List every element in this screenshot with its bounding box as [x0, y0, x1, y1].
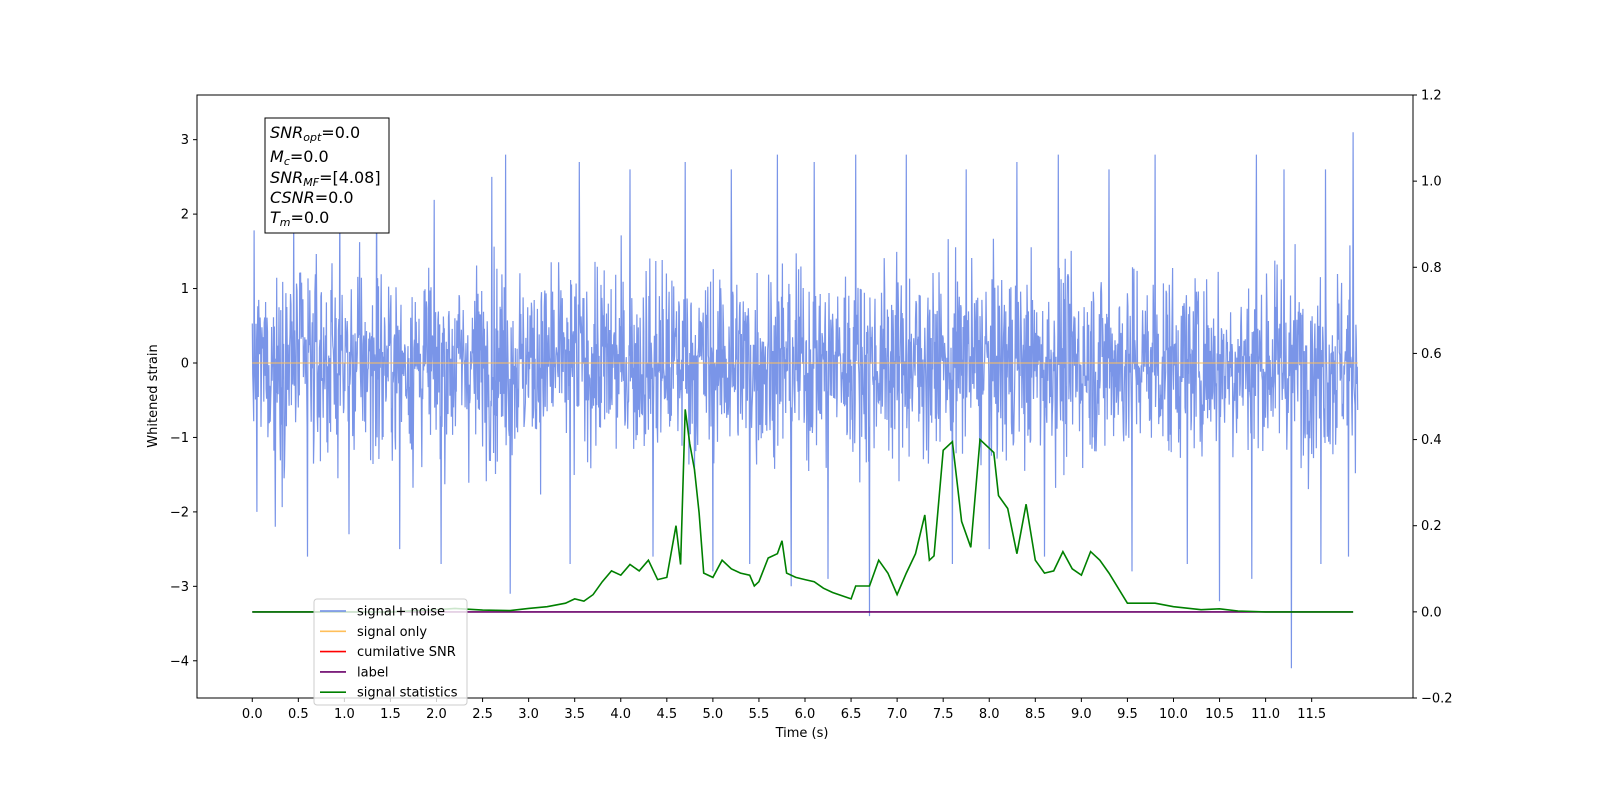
- x-tick-label: 7.0: [887, 707, 908, 722]
- x-tick-label: 10.0: [1159, 707, 1188, 722]
- legend: signal+ noise signal only cumilative SNR la…: [313, 598, 468, 706]
- info-value: =[4.08]: [319, 168, 381, 187]
- y-tick-label: 0: [181, 357, 189, 372]
- y-tick-label: −1: [170, 431, 189, 446]
- info-sub: c: [284, 155, 290, 168]
- info-sub: MF: [303, 176, 319, 189]
- y-tick-label: −3: [170, 580, 189, 595]
- y-axis-left: −4 −3 −2 −1 0 1 2 3: [170, 133, 197, 669]
- y2-tick-label: 1.2: [1421, 89, 1442, 104]
- x-tick-label: 7.5: [933, 707, 954, 722]
- y-axis-label: Whitened strain: [146, 344, 161, 447]
- info-line-snr-mf: SNRMF=[4.08]: [270, 168, 381, 189]
- info-box-frame: [264, 117, 390, 234]
- info-line-mc: Mc=0.0: [270, 147, 329, 168]
- x-tick-label: 5.0: [703, 707, 724, 722]
- y2-tick-label: 1.0: [1421, 175, 1442, 190]
- y-tick-label: 2: [181, 208, 189, 223]
- y-tick-label: −4: [170, 654, 189, 669]
- x-tick-label: 9.0: [1071, 707, 1092, 722]
- info-box: SNRopt=0.0 Mc=0.0 SNRMF=[4.08] CSNR=0.0 …: [264, 117, 390, 234]
- y-tick-label: −2: [170, 505, 189, 520]
- info-var: M: [270, 147, 284, 166]
- x-tick-label: 8.5: [1025, 707, 1046, 722]
- x-tick-label: 11.0: [1251, 707, 1280, 722]
- legend-entry: signal+ noise: [357, 605, 445, 620]
- info-var: CSNR: [270, 188, 315, 207]
- x-tick-label: 1.0: [334, 707, 355, 722]
- x-axis: 0.0 0.5 1.0 1.5 2.0 2.5 3.0 3.5 4.0 4.5 5.0 5.5 6.0 6…: [242, 698, 1326, 722]
- info-var: T: [270, 208, 281, 227]
- x-tick-label: 3.0: [518, 707, 539, 722]
- y2-tick-label: 0.2: [1421, 519, 1442, 534]
- x-tick-label: 8.0: [979, 707, 1000, 722]
- x-tick-label: 11.5: [1297, 707, 1326, 722]
- y2-tick-label: 0.6: [1421, 347, 1442, 362]
- y-tick-label: 1: [181, 282, 189, 297]
- legend-entry: label: [357, 665, 388, 680]
- x-tick-label: 5.5: [749, 707, 770, 722]
- x-tick-label: 6.5: [841, 707, 862, 722]
- info-value: =0.0: [315, 188, 354, 207]
- x-tick-label: 2.5: [472, 707, 493, 722]
- info-sub: opt: [303, 131, 322, 144]
- y2-tick-label: −0.2: [1421, 692, 1453, 707]
- series-signal-statistics: [252, 409, 1354, 613]
- y2-tick-label: 0.0: [1421, 605, 1442, 620]
- legend-frame: [313, 598, 468, 706]
- y2-tick-label: 0.4: [1421, 433, 1442, 448]
- x-tick-label: 10.5: [1205, 707, 1234, 722]
- y-axis-right: −0.2 0.0 0.2 0.4 0.6 0.8 1.0 1.2: [1413, 89, 1453, 707]
- legend-entry: signal statistics: [357, 686, 458, 701]
- x-tick-label: 3.5: [564, 707, 585, 722]
- info-value: =0.0: [290, 147, 329, 166]
- x-tick-label: 4.5: [656, 707, 677, 722]
- info-var: SNR: [270, 168, 303, 187]
- x-tick-label: 4.0: [610, 707, 631, 722]
- legend-entry: signal only: [357, 625, 427, 640]
- y2-tick-label: 0.8: [1421, 261, 1442, 276]
- info-line-csnr: CSNR=0.0: [270, 188, 354, 207]
- legend-entry: cumilative SNR: [357, 645, 456, 660]
- x-tick-label: 9.5: [1117, 707, 1138, 722]
- info-sub: m: [280, 216, 291, 229]
- x-tick-label: 2.0: [426, 707, 447, 722]
- x-tick-label: 0.0: [242, 707, 263, 722]
- info-value: =0.0: [321, 123, 360, 142]
- x-tick-label: 1.5: [380, 707, 401, 722]
- series-signal-noise: [251, 132, 1359, 669]
- y-tick-label: 3: [181, 133, 189, 148]
- info-var: SNR: [270, 123, 303, 142]
- x-tick-label: 6.0: [795, 707, 816, 722]
- info-line-tm: Tm=0.0: [270, 208, 329, 229]
- info-value: =0.0: [291, 208, 330, 227]
- x-tick-label: 0.5: [288, 707, 309, 722]
- info-line-snr-opt: SNRopt=0.0: [270, 123, 360, 144]
- x-axis-label: Time (s): [775, 726, 829, 741]
